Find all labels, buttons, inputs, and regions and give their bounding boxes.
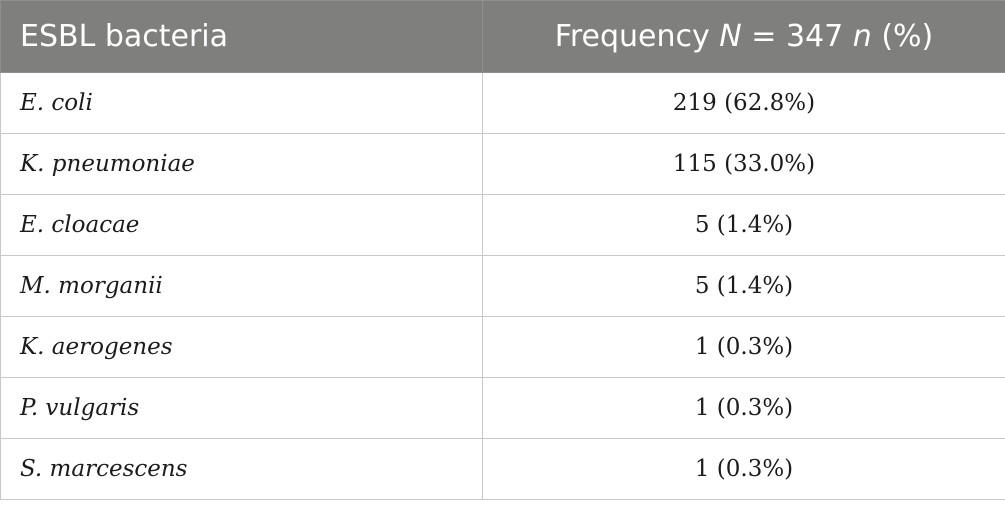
bacteria-frequency: 1 (0.3%) [482, 377, 1005, 439]
table-header: ESBL bacteria Frequency N = 347 n (%) [0, 0, 1005, 73]
header-frequency-n: n [852, 19, 872, 54]
bacteria-name: E. coli [0, 72, 483, 134]
header-frequency-mid: = 347 [741, 19, 853, 54]
table-row: M. morganii 5 (1.4%) [0, 255, 1005, 317]
header-frequency-suffix: (%) [871, 19, 934, 54]
bacteria-name: K. pneumoniae [0, 133, 483, 195]
table-row: P. vulgaris 1 (0.3%) [0, 377, 1005, 439]
bacteria-name: E. cloacae [0, 194, 483, 256]
bacteria-frequency: 219 (62.8%) [482, 72, 1005, 134]
table-row: K. pneumoniae 115 (33.0%) [0, 133, 1005, 195]
bacteria-frequency: 1 (0.3%) [482, 438, 1005, 500]
bacteria-frequency: 5 (1.4%) [482, 194, 1005, 256]
table-row: S. marcescens 1 (0.3%) [0, 438, 1005, 500]
bacteria-frequency: 115 (33.0%) [482, 133, 1005, 195]
header-frequency-N: N [719, 19, 742, 54]
table-row: E. cloacae 5 (1.4%) [0, 194, 1005, 256]
table-body: E. coli 219 (62.8%) K. pneumoniae 115 (3… [0, 72, 1005, 500]
bacteria-frequency: 5 (1.4%) [482, 255, 1005, 317]
table-row: K. aerogenes 1 (0.3%) [0, 316, 1005, 378]
header-frequency-prefix: Frequency [554, 19, 720, 54]
header-row: ESBL bacteria Frequency N = 347 n (%) [0, 0, 1005, 73]
bacteria-name: M. morganii [0, 255, 483, 317]
esbl-frequency-table: ESBL bacteria Frequency N = 347 n (%) E.… [0, 0, 1005, 500]
bacteria-name: P. vulgaris [0, 377, 483, 439]
header-esbl-bacteria: ESBL bacteria [0, 0, 483, 73]
bacteria-frequency: 1 (0.3%) [482, 316, 1005, 378]
table-row: E. coli 219 (62.8%) [0, 72, 1005, 134]
bacteria-name: K. aerogenes [0, 316, 483, 378]
bacteria-name: S. marcescens [0, 438, 483, 500]
header-frequency: Frequency N = 347 n (%) [482, 0, 1005, 73]
